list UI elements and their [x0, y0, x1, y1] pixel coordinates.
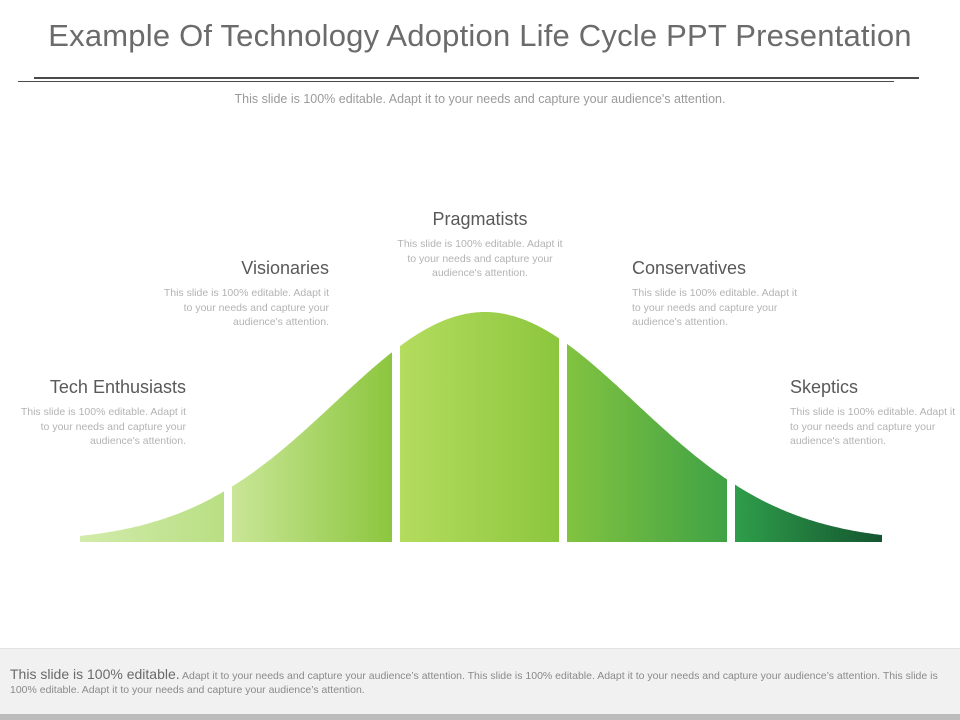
segment-pragmatists [400, 312, 559, 542]
segment-skeptics [735, 484, 882, 542]
footer-strip [0, 714, 960, 720]
stage-name: Visionaries [241, 258, 329, 278]
segment-visionaries [232, 352, 392, 542]
stage-description: This slide is 100% editable. Adapt it to… [20, 406, 186, 447]
segment-tech-enthusiasts [80, 491, 224, 542]
stage-description: This slide is 100% editable. Adapt it to… [790, 406, 956, 447]
stage-description: This slide is 100% editable. Adapt it to… [632, 287, 798, 328]
title-rule-thin [18, 81, 894, 82]
stage-name: Skeptics [790, 377, 859, 397]
footer-text: This slide is 100% editable. Adapt it to… [10, 667, 940, 697]
stage-description: This slide is 100% editable. Adapt it to… [397, 238, 563, 279]
stage-name: Tech Enthusiasts [49, 377, 186, 397]
footer-lead: This slide is 100% editable. [10, 666, 180, 682]
page-title: Example Of Technology Adoption Life Cycl… [48, 18, 912, 53]
footer-panel: This slide is 100% editable. Adapt it to… [0, 648, 960, 715]
stage-conservatives: Conservatives This slide is 100% editabl… [632, 257, 802, 330]
page-subtitle: This slide is 100% editable. Adapt it to… [234, 92, 726, 106]
stage-skeptics: Skeptics This slide is 100% editable. Ad… [790, 376, 960, 449]
title-rule [34, 77, 919, 79]
stage-description: This slide is 100% editable. Adapt it to… [163, 287, 329, 328]
stage-pragmatists: Pragmatists This slide is 100% editable.… [395, 208, 565, 281]
stage-tech-enthusiasts: Tech Enthusiasts This slide is 100% edit… [16, 376, 186, 449]
footer-body: Adapt it to your needs and capture your … [10, 670, 938, 696]
segment-conservatives [567, 343, 727, 542]
stage-name: Pragmatists [432, 209, 528, 229]
stage-name: Conservatives [632, 258, 747, 278]
stage-visionaries: Visionaries This slide is 100% editable.… [159, 257, 329, 330]
